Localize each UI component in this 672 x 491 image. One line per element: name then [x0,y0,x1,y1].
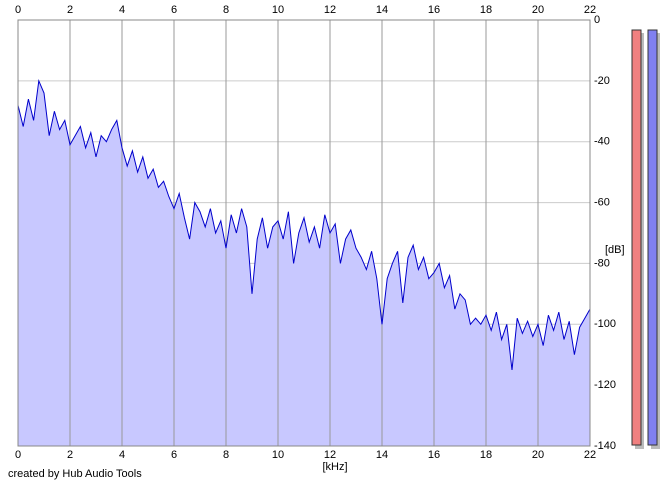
x-tick-label-top: 6 [171,4,177,16]
x-axis-label: [kHz] [322,461,347,473]
x-tick-label: 8 [223,449,229,461]
x-tick-label-top: 16 [428,4,440,16]
y-tick-label: -60 [594,196,610,208]
x-tick-label-top: 18 [480,4,492,16]
y-axis-label: [dB] [605,244,625,256]
x-tick-label-top: 2 [67,4,73,16]
x-tick-label-top: 4 [119,4,125,16]
level-meter-right [647,29,658,446]
y-tick-label: -120 [594,379,616,391]
x-tick-label: 14 [376,449,388,461]
x-tick-label-top: 8 [223,4,229,16]
y-tick-label: -140 [594,440,616,452]
x-tick-label: 6 [171,449,177,461]
spectrum-line [17,78,591,370]
y-tick-label: -40 [594,136,610,148]
x-tick-label: 16 [428,449,440,461]
spectrum-area [18,80,590,447]
y-tick-label: 0 [594,14,600,26]
caption: created by Hub Audio Tools [8,468,142,480]
x-tick-label: 22 [584,449,596,461]
x-tick-label-top: 12 [324,4,336,16]
x-tick-label-top: 22 [584,4,596,16]
x-tick-label: 20 [532,449,544,461]
y-tick-label: -100 [594,318,616,330]
x-tick-label: 4 [119,449,125,461]
x-tick-label: 0 [15,449,21,461]
y-tick-label: -80 [594,257,610,269]
x-tick-label-top: 0 [15,4,21,16]
x-tick-label: 2 [67,449,73,461]
y-tick-label: -20 [594,75,610,87]
x-tick-label-top: 14 [376,4,388,16]
x-tick-label: 18 [480,449,492,461]
x-tick-label-top: 10 [272,4,284,16]
x-tick-label: 10 [272,449,284,461]
plot-frame [17,19,591,447]
level-meter-left [631,29,642,446]
x-tick-label-top: 20 [532,4,544,16]
x-tick-label: 12 [324,449,336,461]
